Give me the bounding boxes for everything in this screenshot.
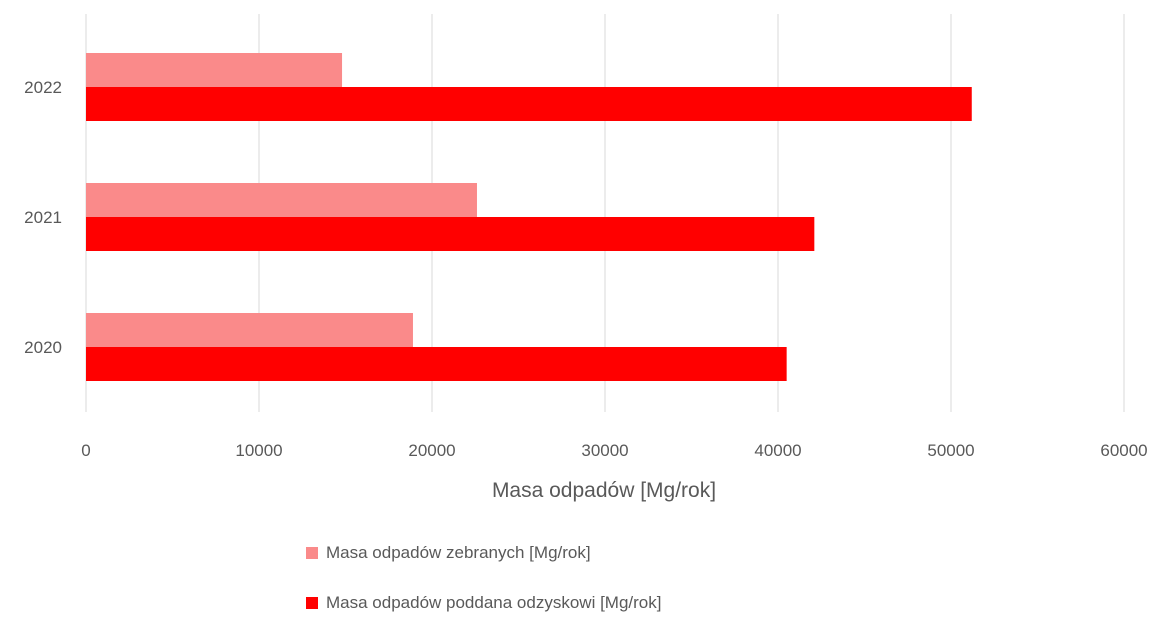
x-tick-label: 40000 — [754, 441, 801, 460]
y-tick-labels: 2022 2021 2020 — [24, 78, 62, 357]
legend-swatch-collected — [306, 547, 318, 559]
legend: Masa odpadów zebranych [Mg/rok] Masa odp… — [306, 541, 661, 641]
bar-chart: 2022 2021 2020 0 10000 20000 30000 40000 50000 6… — [24, 14, 1148, 502]
bar-2020-series-1 — [86, 347, 787, 381]
x-tick-label: 20000 — [408, 441, 455, 460]
y-tick-label: 2021 — [24, 208, 62, 227]
legend-swatch-recovered — [306, 597, 318, 609]
legend-item-recovered: Masa odpadów poddana odzyskowi [Mg/rok] — [306, 591, 661, 615]
bar-2020-series-0 — [86, 313, 413, 347]
x-tick-label: 30000 — [581, 441, 628, 460]
x-tick-label: 0 — [81, 441, 90, 460]
x-tick-labels: 0 10000 20000 30000 40000 50000 60000 — [81, 441, 1147, 460]
bar-2022-series-0 — [86, 53, 343, 87]
x-axis-title: Masa odpadów [Mg/rok] — [492, 479, 716, 502]
legend-label-recovered: Masa odpadów poddana odzyskowi [Mg/rok] — [326, 593, 662, 612]
legend-label-collected: Masa odpadów zebranych [Mg/rok] — [326, 543, 591, 562]
bars — [86, 53, 972, 381]
y-tick-label: 2022 — [24, 78, 62, 97]
x-tick-label: 60000 — [1100, 441, 1147, 460]
legend-item-collected: Masa odpadów zebranych [Mg/rok] — [306, 541, 661, 565]
bar-2021-series-1 — [86, 217, 815, 251]
bar-2022-series-1 — [86, 87, 972, 121]
bar-2021-series-0 — [86, 183, 477, 217]
x-tick-label: 50000 — [927, 441, 974, 460]
y-tick-label: 2020 — [24, 338, 62, 357]
x-tick-label: 10000 — [235, 441, 282, 460]
